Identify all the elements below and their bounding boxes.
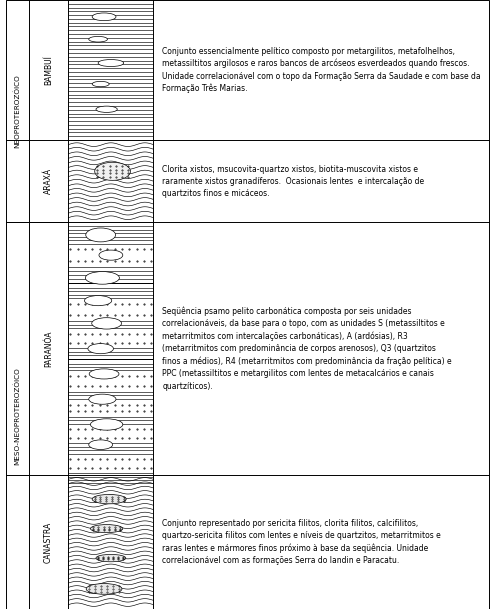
Ellipse shape bbox=[98, 60, 124, 66]
Ellipse shape bbox=[96, 554, 126, 561]
Text: Seqüência psamo pelito carbonática composta por seis unidades
correlacionáveis, : Seqüência psamo pelito carbonática compo… bbox=[162, 307, 452, 390]
Bar bbox=[68, 222, 153, 475]
Ellipse shape bbox=[92, 495, 126, 504]
Ellipse shape bbox=[86, 583, 122, 594]
Bar bbox=[68, 140, 153, 222]
Ellipse shape bbox=[89, 440, 112, 449]
Bar bbox=[68, 359, 153, 360]
Bar bbox=[68, 475, 153, 609]
Ellipse shape bbox=[91, 419, 123, 430]
Text: Clorita xistos, msucovita-quartzo xistos, biotita-muscovita xistos e
raramente x: Clorita xistos, msucovita-quartzo xistos… bbox=[162, 164, 425, 198]
Ellipse shape bbox=[92, 13, 116, 21]
Ellipse shape bbox=[99, 250, 123, 260]
Ellipse shape bbox=[96, 106, 117, 113]
Ellipse shape bbox=[92, 318, 122, 329]
Ellipse shape bbox=[89, 37, 107, 42]
Bar bbox=[68, 0, 153, 140]
Text: NEOPROTEROZÓICO: NEOPROTEROZÓICO bbox=[14, 74, 21, 148]
Ellipse shape bbox=[92, 82, 109, 86]
Text: CANASTRA: CANASTRA bbox=[44, 521, 53, 563]
Text: BAMBUÍ: BAMBUÍ bbox=[44, 55, 53, 85]
Ellipse shape bbox=[89, 394, 116, 404]
Text: PARANÓA: PARANÓA bbox=[44, 331, 53, 367]
Text: MESO-NEOPROTEROZÓICO: MESO-NEOPROTEROZÓICO bbox=[14, 367, 21, 465]
Ellipse shape bbox=[91, 524, 123, 533]
Ellipse shape bbox=[86, 228, 115, 242]
Ellipse shape bbox=[85, 272, 119, 284]
Text: ARAXÁ: ARAXÁ bbox=[44, 168, 53, 194]
Text: Conjunto essencialmente pelítico composto por metargilitos, metafolhelhos,
metas: Conjunto essencialmente pelítico compost… bbox=[162, 46, 481, 94]
Ellipse shape bbox=[89, 369, 119, 379]
Ellipse shape bbox=[88, 343, 113, 354]
Bar bbox=[68, 283, 153, 284]
Ellipse shape bbox=[85, 295, 112, 306]
Ellipse shape bbox=[95, 162, 131, 180]
Text: Conjunto representado por sericita filitos, clorita filitos, calcifilitos,
quart: Conjunto representado por sericita filit… bbox=[162, 519, 441, 565]
